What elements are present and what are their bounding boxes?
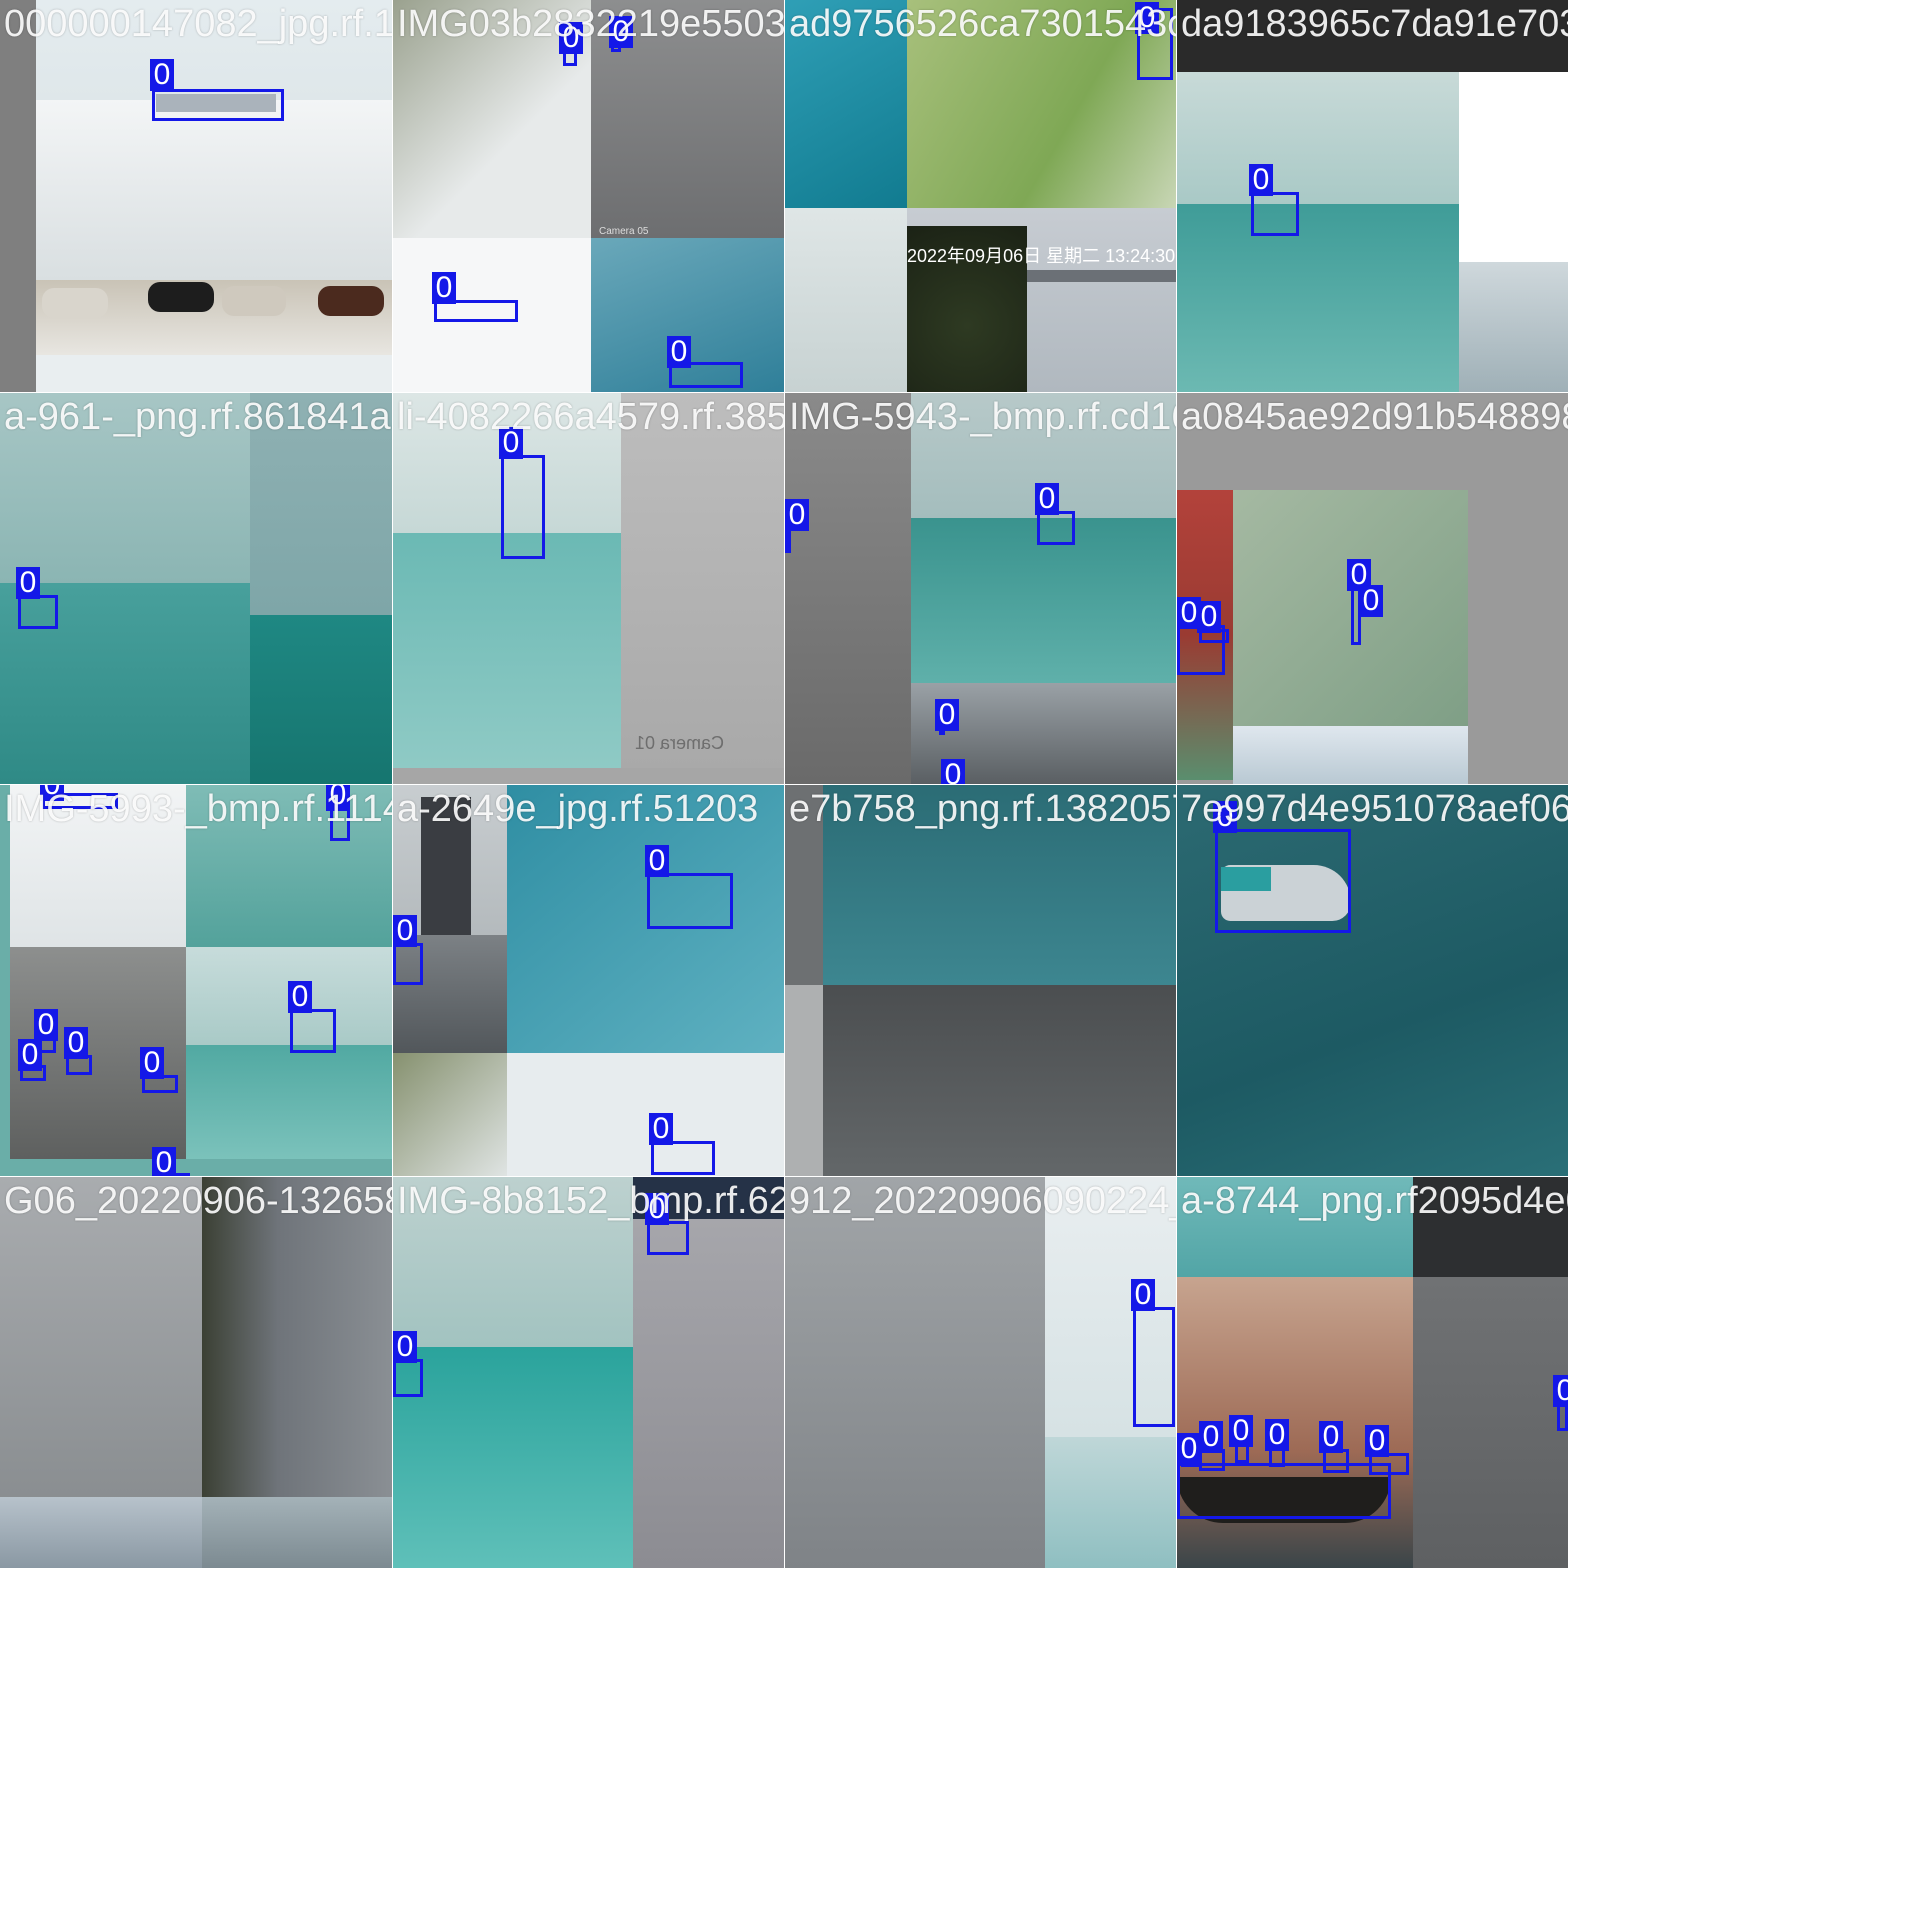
mosaic-tile: 0 000000147082_jpg.rf.1817 — [0, 0, 392, 392]
detection-box — [1133, 1307, 1175, 1427]
detection-label: 0 — [1197, 601, 1221, 633]
detection-label: 0 — [645, 845, 669, 877]
mosaic-tile: 0 0 0 0 a0845ae92d91b548898a65246 — [1177, 393, 1568, 784]
mosaic-tile: 2022年09月06日 星期二 13:24:30 0 ad9756526ca73… — [785, 0, 1176, 392]
detection-box — [669, 362, 743, 388]
camera-overlay-mirrored: Camera 01 — [635, 733, 725, 753]
detection-label: 0 — [1213, 801, 1237, 833]
detection-box — [647, 1221, 689, 1255]
tile-caption: IMG-5943-_bmp.rf.cd169c67 — [789, 396, 1176, 438]
tile-caption: a-8744_png.rf2095d4e08a58 — [1181, 1180, 1568, 1222]
mosaic-tile: Camera 05 0 0 0 0 IMG03b2832219e5503446_… — [393, 0, 784, 392]
detection-label: 0 — [559, 22, 583, 54]
detection-label: 0 — [16, 567, 40, 599]
mosaic-tile: 0 0 0 0 0 0 0 0 IMG-5993-_bmp.rf.1114a5 — [0, 785, 392, 1176]
timestamp-overlay: 2022年09月06日 星期二 13:24:30 — [907, 246, 1176, 266]
detection-label: 0 — [18, 1039, 42, 1071]
tile-caption: 912_20220906090224_jpg — [789, 1180, 1176, 1222]
mosaic-tile: Camera 01 0 li-4082266a4579.rf.3851497 — [393, 393, 784, 784]
detection-label: 0 — [1177, 1433, 1201, 1465]
mosaic-tile: G06_20220906-132658_jpg — [0, 1177, 392, 1568]
tile-caption: IMG03b2832219e5503446_jpg — [397, 3, 784, 45]
detection-label: 0 — [393, 1331, 417, 1363]
detection-label: 0 — [1249, 164, 1273, 196]
mosaic-tile: 0 7e997d4e951078aef065db27 — [1177, 785, 1568, 1176]
detection-label: 0 — [1131, 1279, 1155, 1311]
detection-label: 0 — [1359, 585, 1383, 617]
detection-box — [647, 873, 733, 929]
detection-label: 0 — [1229, 1415, 1253, 1447]
mosaic-tile: 0 a-961-_png.rf.861841a1da3 — [0, 393, 392, 784]
tile-caption: IMG-5993-_bmp.rf.1114a5 — [4, 788, 392, 830]
detection-label: 0 — [64, 1027, 88, 1059]
tile-caption: a-961-_png.rf.861841a1da3 — [4, 396, 392, 438]
mosaic-tile: e7b758_png.rf.1382057af.db5ea — [785, 785, 1176, 1176]
detection-label: 0 — [40, 785, 64, 801]
detection-box — [393, 1359, 423, 1397]
tile-caption: 7e997d4e951078aef065db27 — [1181, 788, 1568, 830]
detection-label: 0 — [34, 1009, 58, 1041]
detection-box — [1215, 829, 1351, 933]
detection-label: 0 — [288, 981, 312, 1013]
detection-label: 0 — [499, 427, 523, 459]
detection-label: 0 — [1365, 1425, 1389, 1457]
detection-label: 0 — [432, 272, 456, 304]
tile-caption: ad9756526ca7301543cee25 — [789, 3, 1176, 45]
detection-label: 0 — [935, 699, 959, 731]
detection-box — [152, 89, 284, 121]
detection-label: 0 — [1035, 483, 1059, 515]
detection-label: 0 — [140, 1047, 164, 1079]
tile-caption: e7b758_png.rf.1382057af.db5ea — [789, 788, 1176, 830]
detection-label: 0 — [150, 59, 174, 91]
mosaic-tile: 0 0 IMG-8b8152_bmp.rf.62389bc — [393, 1177, 784, 1568]
tile-caption: G06_20220906-132658_jpg — [4, 1180, 392, 1222]
tile-caption: li-4082266a4579.rf.3851497 — [397, 396, 784, 438]
detection-box — [290, 1009, 336, 1053]
detection-label: 0 — [152, 1147, 176, 1176]
mosaic-tile: 0 912_20220906090224_jpg — [785, 1177, 1176, 1568]
tile-caption: da9183965c7da91e703607a — [1181, 3, 1568, 45]
detection-label: 0 — [1265, 1419, 1289, 1451]
mosaic-tile: 0 0 0 0 0 0 0 a-8744_png.rf2095d4e08a58 — [1177, 1177, 1568, 1568]
detection-label: 0 — [645, 1193, 669, 1225]
detection-label: 0 — [609, 16, 633, 48]
detection-box — [1251, 192, 1299, 236]
tile-caption: a0845ae92d91b548898a65246 — [1181, 396, 1568, 438]
detection-label: 0 — [667, 336, 691, 368]
detection-label: 0 — [1553, 1375, 1568, 1407]
detection-label: 0 — [393, 915, 417, 947]
detection-box — [651, 1141, 715, 1175]
mosaic-tile: 0 da9183965c7da91e703607a — [1177, 0, 1568, 392]
detection-box — [1037, 511, 1075, 545]
mosaic-tile: 0 0 0 0 IMG-5943-_bmp.rf.cd169c67 — [785, 393, 1176, 784]
tile-caption: a-2649e_jpg.rf.51203 — [397, 788, 759, 830]
detection-label: 0 — [649, 1113, 673, 1145]
camera-overlay-small: Camera 05 — [599, 226, 649, 237]
detection-label: 0 — [326, 785, 350, 811]
detection-box — [42, 793, 118, 809]
detection-label: 0 — [1319, 1421, 1343, 1453]
mosaic-tile: 0 0 0 a-2649e_jpg.rf.51203 — [393, 785, 784, 1176]
detection-label: 0 — [941, 759, 965, 784]
tile-caption: 000000147082_jpg.rf.1817 — [4, 3, 392, 45]
detection-label: 0 — [1135, 2, 1159, 34]
tile-caption: IMG-8b8152_bmp.rf.62389bc — [397, 1180, 784, 1222]
detection-box — [1177, 1463, 1391, 1519]
detection-label: 0 — [785, 499, 809, 531]
detection-box — [501, 455, 545, 559]
detection-box — [393, 943, 423, 985]
detection-label: 0 — [1199, 1421, 1223, 1453]
detection-box — [434, 300, 518, 322]
detection-box — [18, 595, 58, 629]
